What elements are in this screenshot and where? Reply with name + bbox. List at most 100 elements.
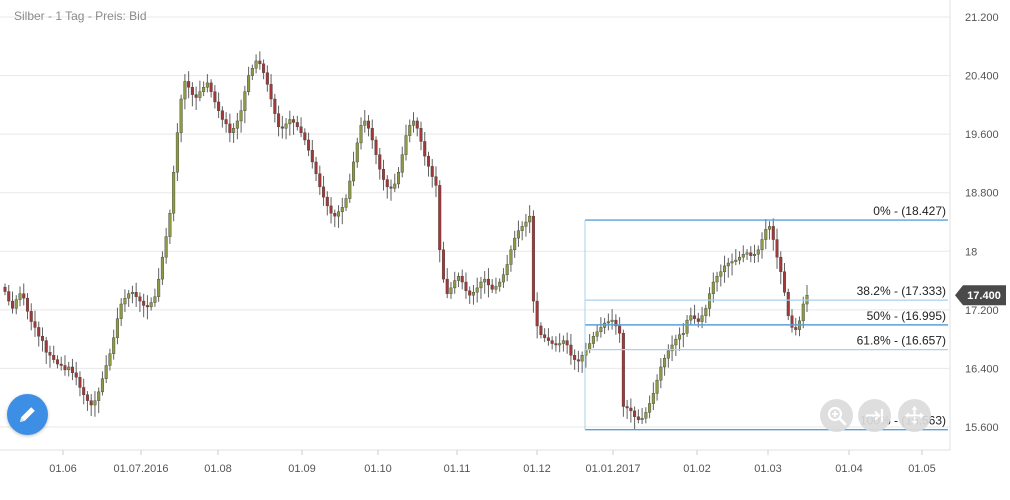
x-tick-label: 01.11	[444, 463, 471, 475]
candle-body	[501, 274, 505, 283]
candle-body	[396, 172, 401, 185]
candles-group	[3, 51, 809, 430]
candle-body	[400, 154, 404, 173]
candle-body	[74, 372, 78, 378]
candle-body	[352, 161, 356, 182]
candle-body	[370, 128, 374, 141]
candle-body	[385, 179, 389, 188]
candle-body	[509, 249, 513, 265]
candle-body	[348, 180, 352, 199]
candle-body	[14, 299, 18, 309]
candle-body	[78, 377, 82, 388]
chart-title: Silber - 1 Tag - Preis: Bid	[14, 9, 147, 23]
candle-body	[775, 239, 779, 258]
candle-body	[250, 68, 254, 76]
candle-body	[614, 319, 618, 327]
candle-body	[438, 185, 442, 251]
candle-body	[318, 173, 322, 188]
candle-body	[213, 91, 217, 103]
candle-body	[644, 412, 648, 419]
zoom-in-button[interactable]	[820, 399, 853, 432]
candle-body	[558, 343, 562, 346]
candle-body	[408, 125, 412, 136]
candle-body	[123, 297, 127, 305]
x-tick-label: 01.07.2016	[113, 463, 168, 475]
candle-body	[18, 293, 22, 300]
candle-body	[648, 403, 652, 413]
candle-body	[663, 357, 667, 368]
x-tick-label: 01.12	[523, 463, 551, 475]
candle-body	[175, 132, 179, 173]
candle-body	[625, 406, 629, 409]
candle-body	[486, 278, 490, 286]
candle-body	[565, 340, 569, 346]
candle-body	[299, 126, 303, 133]
candle-body	[100, 378, 104, 393]
candle-body	[569, 344, 573, 356]
candle-body	[258, 60, 262, 65]
candle-body	[52, 355, 56, 360]
fib-label: 61.8% - (16.657)	[857, 334, 946, 348]
candle-body	[235, 120, 239, 129]
candle-body	[528, 215, 532, 223]
candle-body	[382, 169, 386, 180]
candle-body	[340, 207, 344, 212]
x-tick-label: 01.04	[835, 463, 863, 475]
pan-button[interactable]	[898, 399, 931, 432]
candle-body	[749, 252, 753, 256]
candle-body	[689, 315, 693, 321]
candle-body	[59, 363, 63, 366]
candle-body	[280, 126, 284, 129]
candle-body	[415, 120, 419, 129]
candle-body	[82, 387, 86, 395]
candle-body	[205, 82, 209, 88]
candle-body	[456, 275, 460, 281]
candle-body	[7, 291, 11, 302]
candle-body	[783, 271, 787, 293]
candle-body	[621, 333, 625, 407]
candle-body	[651, 393, 655, 404]
candle-body	[674, 338, 678, 346]
candle-body	[232, 128, 236, 133]
candle-body	[464, 281, 468, 292]
candle-body	[239, 110, 243, 122]
x-tick-label: 01.01.2017	[585, 463, 640, 475]
draw-edit-button[interactable]	[7, 394, 48, 435]
x-tick-label: 01.09	[288, 463, 316, 475]
fib-label: 50% - (16.995)	[867, 309, 946, 323]
candle-body	[715, 275, 719, 283]
candle-body	[363, 120, 367, 126]
candle-body	[741, 254, 745, 258]
candle-body	[112, 337, 116, 354]
candle-body	[561, 340, 565, 344]
candle-body	[333, 213, 337, 217]
candle-body	[723, 265, 727, 272]
candle-body	[127, 293, 131, 299]
fib-label: 38.2% - (17.333)	[857, 284, 946, 298]
y-tick-label: 17.200	[965, 305, 999, 317]
candle-body	[681, 333, 685, 335]
candle-body	[588, 343, 592, 350]
last-price-label: 17.400	[967, 290, 1001, 302]
x-tick-label: 01.02	[683, 463, 711, 475]
candle-body	[430, 166, 434, 177]
candle-body	[745, 252, 749, 255]
candle-body	[719, 271, 723, 277]
candle-body	[183, 81, 187, 100]
candle-body	[543, 334, 547, 338]
candle-body	[93, 400, 97, 406]
candle-body	[292, 119, 296, 123]
candle-body	[700, 315, 704, 322]
candle-body	[498, 281, 502, 287]
candle-body	[55, 359, 59, 365]
candle-body	[295, 122, 299, 128]
candle-body	[337, 211, 341, 217]
candle-body	[85, 394, 89, 401]
candle-body	[790, 315, 794, 328]
candle-body	[404, 135, 408, 155]
candle-body	[738, 256, 742, 261]
fit-range-button[interactable]	[858, 399, 891, 432]
candle-body	[359, 125, 363, 144]
candle-body	[434, 176, 438, 186]
